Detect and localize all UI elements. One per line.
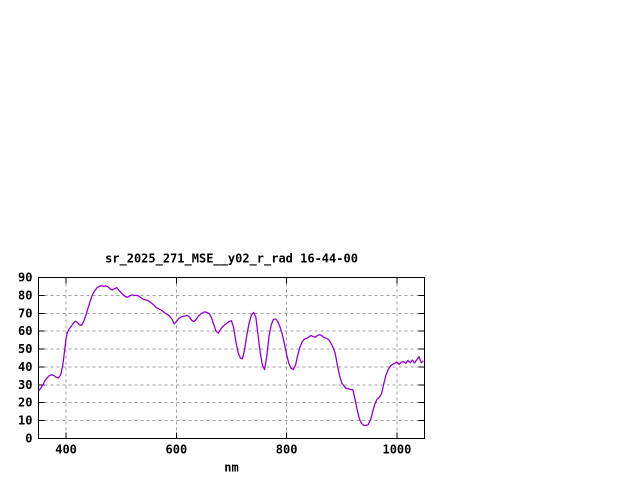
y-tick-label: 80 — [18, 288, 32, 302]
chart-title: sr_2025_271_MSE__y02_r_rad 16-44-00 — [105, 252, 358, 267]
y-tick-label: 30 — [18, 378, 32, 392]
y-tick-label: 10 — [18, 414, 32, 428]
grid-lines — [38, 277, 425, 439]
y-tick-label: 50 — [18, 342, 32, 356]
x-tick-label: 600 — [166, 443, 188, 457]
x-tick-label: 800 — [276, 443, 298, 457]
y-tick-label: 0 — [25, 432, 32, 446]
y-tick-label: 20 — [18, 396, 32, 410]
y-tick-label: 40 — [18, 360, 32, 374]
y-tick-label: 70 — [18, 306, 32, 320]
tick-labels: 400 600 800 1000 0 10 20 30 40 50 60 70 80 90 — [18, 271, 411, 457]
y-tick-label: 60 — [18, 324, 32, 338]
series-line — [37, 284, 424, 427]
x-tick-label: 1000 — [382, 443, 411, 457]
x-tick-label: 400 — [55, 443, 77, 457]
x-axis-label: nm — [224, 461, 238, 475]
axes-and-ticks — [38, 277, 425, 439]
y-tick-label: 90 — [18, 271, 32, 285]
plot-border — [38, 277, 425, 439]
spectrum-curve — [37, 284, 424, 427]
